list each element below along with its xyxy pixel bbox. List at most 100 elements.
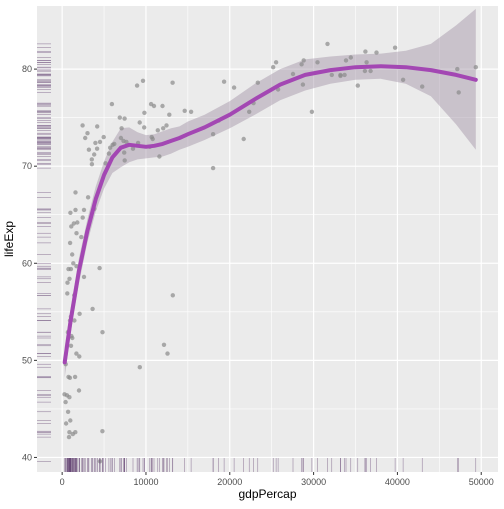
data-point (400, 77, 406, 83)
data-point (94, 146, 100, 151)
data-point (110, 142, 115, 147)
data-point (142, 110, 147, 116)
data-point (122, 158, 127, 163)
data-point (137, 365, 142, 370)
data-point (80, 123, 85, 128)
plot-panel (37, 6, 498, 472)
data-point (134, 83, 140, 88)
data-point (343, 58, 349, 63)
data-point (170, 80, 175, 85)
data-point (157, 154, 162, 159)
data-point (100, 429, 105, 434)
data-point (210, 165, 216, 171)
data-point (124, 139, 129, 145)
x-axis-title: gdpPercap (238, 487, 296, 501)
data-point (368, 68, 373, 74)
data-point (81, 207, 87, 213)
data-point (301, 58, 306, 63)
y-tick-label: 70 (22, 161, 32, 171)
data-point (103, 161, 108, 166)
data-point (65, 291, 70, 296)
smooth-line (62, 64, 478, 365)
x-tick-label: 50000 (469, 477, 494, 487)
data-point (338, 72, 343, 78)
data-point (71, 221, 77, 226)
data-point (69, 224, 74, 229)
y-tick-label: 50 (22, 355, 32, 365)
data-point (137, 120, 142, 125)
data-point (81, 274, 87, 280)
x-tick-label: 0 (60, 477, 65, 487)
data-point (68, 418, 73, 423)
data-point (420, 84, 425, 89)
data-point (72, 374, 78, 380)
data-point (188, 109, 194, 115)
x-tick-label: 30000 (301, 477, 326, 487)
data-point (231, 85, 237, 90)
data-point (329, 72, 334, 78)
data-point (210, 132, 216, 137)
data-point (68, 343, 74, 348)
data-point (89, 162, 95, 167)
data-point (364, 60, 369, 65)
data-point (164, 123, 169, 128)
data-point (130, 146, 136, 151)
data-point (86, 147, 92, 152)
data-point (315, 60, 320, 65)
data-point (76, 388, 82, 393)
data-point (150, 136, 155, 142)
data-point (255, 80, 260, 85)
data-point (89, 157, 95, 162)
data-point (97, 265, 102, 271)
data-point (74, 351, 79, 356)
data-point (70, 252, 75, 257)
data-point (247, 109, 252, 115)
data-point (75, 220, 80, 225)
data-point (170, 293, 175, 298)
data-point (63, 421, 69, 426)
data-point (122, 116, 127, 121)
data-point (101, 134, 106, 140)
smooth-line-layer (62, 64, 478, 365)
data-point (73, 207, 78, 213)
x-axis: 0 10000 20000 30000 40000 50000 (60, 472, 494, 487)
data-point (290, 71, 296, 77)
data-point (67, 375, 73, 380)
data-point (342, 72, 347, 78)
data-point (85, 195, 91, 200)
data-point (79, 234, 84, 240)
x-rug (64, 458, 477, 472)
data-point (80, 215, 85, 220)
y-tick-label: 40 (22, 452, 32, 462)
data-point (67, 430, 72, 435)
data-point (67, 395, 72, 400)
data-point (309, 109, 315, 115)
y-rug (37, 43, 51, 462)
data-point (160, 103, 165, 109)
data-point (95, 124, 100, 129)
data-point (67, 240, 73, 246)
data-point (90, 306, 95, 312)
data-point (473, 65, 478, 70)
data-point (65, 280, 70, 285)
x-tick-label: 40000 (385, 477, 410, 487)
data-point (92, 152, 97, 157)
y-tick-label: 80 (22, 64, 32, 74)
data-point (374, 50, 379, 55)
data-point (167, 112, 172, 117)
minor-gridlines (37, 6, 498, 472)
x-tick-label: 10000 (133, 477, 158, 487)
data-point (362, 68, 368, 74)
data-point (148, 101, 154, 107)
data-point (66, 434, 72, 440)
data-point (109, 101, 115, 107)
data-point (77, 311, 82, 316)
data-point (106, 151, 112, 156)
data-point (93, 140, 98, 146)
data-point (325, 41, 330, 47)
data-point (165, 351, 170, 356)
data-points (62, 41, 478, 464)
data-point (241, 136, 246, 142)
data-point (140, 78, 146, 84)
